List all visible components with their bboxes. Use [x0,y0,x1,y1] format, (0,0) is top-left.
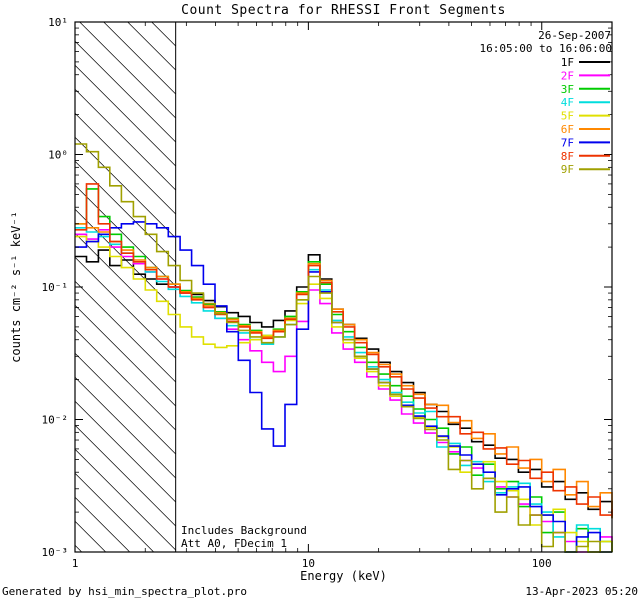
hatch-line [74,521,106,553]
generator-credit: Generated by hsi_min_spectra_plot.pro [2,585,248,598]
hatch-line [74,137,176,239]
observation-date: 26-Sep-2007 [538,29,611,42]
series-line-8F [75,183,613,516]
hatch-line [74,257,176,359]
series-line-5F [75,235,613,553]
hatch-line [74,281,176,383]
hatch-line [127,21,176,71]
hatch-line [74,65,176,167]
series-line-9F [75,143,612,553]
y-tick-label: 10⁻² [42,414,69,427]
attenuator-note: Att A0, FDecim 1 [181,537,287,550]
hatch-line [74,329,176,431]
legend-label-4F: 4F [561,96,574,109]
legend-label-8F: 8F [561,150,574,163]
series-line-3F [75,188,613,553]
legend-label-2F: 2F [561,69,574,82]
y-tick-label: 10⁰ [48,149,68,162]
hatch-line [103,21,176,95]
x-tick-label: 10 [302,557,315,570]
chart-title: Count Spectra for RHESSI Front Segments [181,3,506,18]
plot-frame [74,21,613,553]
hatch-line [79,21,176,119]
hatch-line [74,89,176,191]
hatch-line [74,425,176,527]
x-tick-label: 1 [72,557,79,570]
hatch-line [74,185,176,287]
hatch-line [74,161,176,263]
legend-label-9F: 9F [561,163,574,176]
y-axis-label: counts cm⁻² s⁻¹ keV⁻¹ [9,211,23,363]
hatch-line [74,233,176,335]
hatch-line [74,305,176,407]
y-tick-label: 10⁻³ [42,546,69,559]
hatch-line [151,21,176,47]
hatch-line [74,401,176,503]
background-note: Includes Background [181,524,307,537]
hatch-line [74,545,82,553]
legend-label-7F: 7F [561,136,574,149]
hatch-line [74,497,130,553]
hatch-line [74,473,154,553]
hatch-line [74,113,176,215]
legend-label-6F: 6F [561,123,574,136]
legend-label-1F: 1F [561,56,574,69]
legend-label-3F: 3F [561,83,574,96]
hatch-line [74,353,176,455]
y-tick-label: 10⁻¹ [42,281,69,294]
legend-label-5F: 5F [561,110,574,123]
y-tick-label: 10¹ [48,16,68,29]
hatch-line [74,449,176,551]
series-line-6F [75,223,613,519]
hatch-line [74,377,176,479]
observation-interval: 16:05:00 to 16:06:00 [479,42,612,55]
series-line-4F [75,227,612,553]
x-axis-label: Energy (keV) [300,569,387,583]
hatch-line [74,41,176,143]
x-tick-label: 100 [532,557,552,570]
generation-timestamp: 13-Apr-2023 05:20 [525,585,638,598]
